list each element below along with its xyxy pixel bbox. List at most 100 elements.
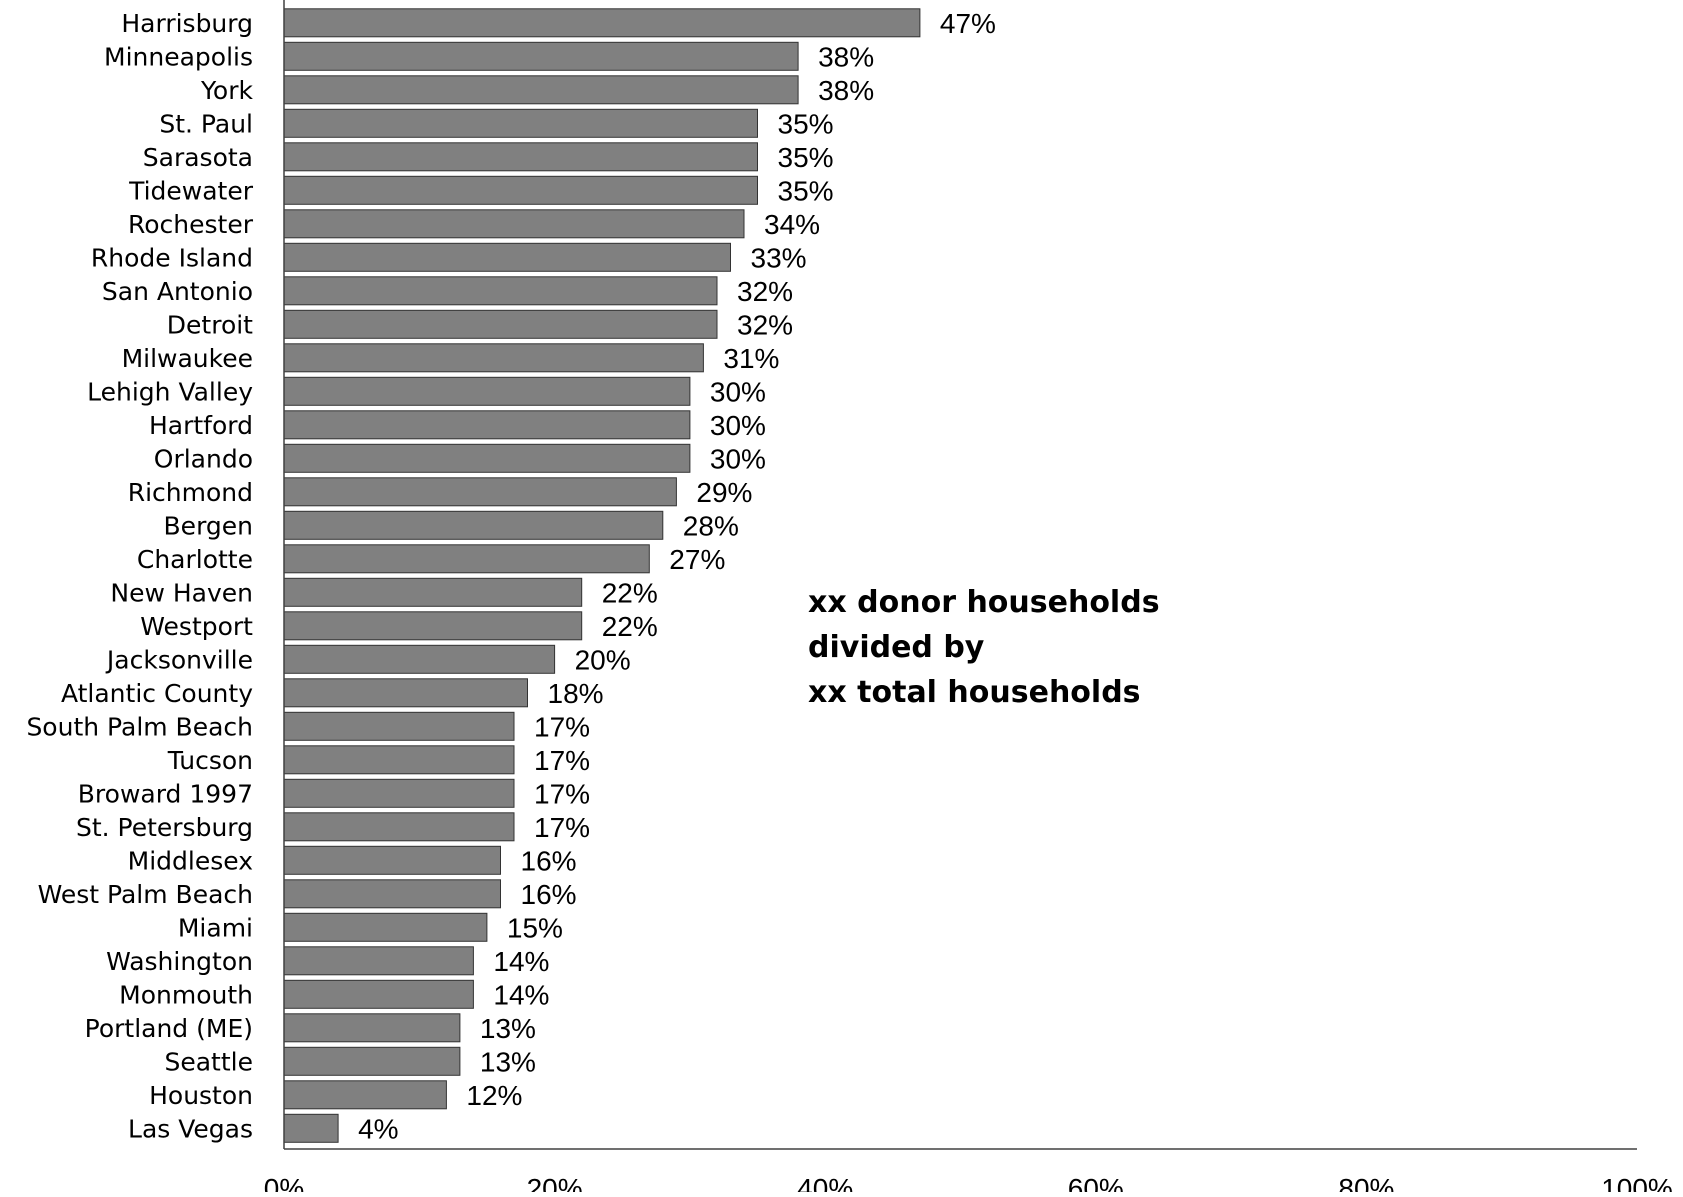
bar (283, 1013, 461, 1043)
bar (283, 678, 528, 708)
category-label: St. Petersburg (76, 813, 253, 842)
bars-group (283, 8, 921, 1143)
value-label: 30% (710, 376, 766, 407)
category-label: Jacksonville (105, 645, 253, 674)
category-label: Middlesex (128, 846, 253, 875)
bar (283, 75, 799, 105)
value-label: 31% (723, 343, 779, 374)
bar (283, 276, 718, 306)
bar (283, 812, 515, 842)
category-label: Atlantic County (61, 679, 253, 708)
category-label: Milwaukee (122, 344, 253, 373)
bar (283, 410, 691, 440)
value-label: 17% (534, 745, 590, 776)
bar (283, 343, 704, 373)
category-label: Rochester (128, 210, 254, 239)
category-label: Harrisburg (121, 9, 253, 38)
bar (283, 879, 501, 909)
bar (283, 912, 488, 942)
value-label: 4% (358, 1113, 398, 1144)
category-label: York (200, 76, 254, 105)
value-label: 32% (737, 276, 793, 307)
category-label: Rhode Island (91, 243, 253, 272)
category-label: Richmond (128, 478, 253, 507)
value-label: 17% (534, 711, 590, 742)
category-label: Houston (149, 1081, 253, 1110)
bar (283, 443, 691, 473)
bar (283, 510, 664, 540)
bar (283, 1080, 447, 1110)
value-label: 17% (534, 812, 590, 843)
x-tick-label: 80% (1338, 1173, 1394, 1192)
bar (283, 644, 556, 674)
value-label: 47% (940, 8, 996, 39)
category-label: Lehigh Valley (87, 377, 253, 406)
value-label: 20% (575, 644, 631, 675)
category-label: Las Vegas (128, 1114, 253, 1143)
value-label: 35% (778, 108, 834, 139)
bar (283, 1046, 461, 1076)
bar (283, 745, 515, 775)
value-label: 13% (480, 1013, 536, 1044)
category-label: Seattle (164, 1047, 253, 1076)
category-label: Portland (ME) (85, 1014, 253, 1043)
category-label: South Palm Beach (26, 712, 253, 741)
x-tick-label: 20% (527, 1173, 583, 1192)
category-label: Washington (106, 947, 253, 976)
value-label: 16% (521, 845, 577, 876)
value-label: 15% (507, 912, 563, 943)
bar (283, 142, 758, 172)
value-label: 34% (764, 209, 820, 240)
value-label: 14% (493, 979, 549, 1010)
annotation-line-1: xx donor households (808, 585, 1160, 620)
bar (283, 376, 691, 406)
value-label: 12% (466, 1080, 522, 1111)
category-label: Hartford (149, 411, 253, 440)
category-label: Bergen (164, 511, 253, 540)
axes (283, 0, 1637, 1150)
value-label: 33% (751, 242, 807, 273)
bar (283, 8, 921, 38)
value-label: 35% (778, 175, 834, 206)
bar (283, 979, 474, 1009)
value-label: 13% (480, 1046, 536, 1077)
bar (283, 175, 758, 205)
annotation-line-3: xx total households (808, 675, 1141, 710)
bar (283, 477, 677, 507)
category-labels: Harrisburg Minneapolis York St. Paul Sarasot… (26, 9, 253, 1144)
bar (283, 544, 650, 574)
x-tick-labels: 0% 20% 40% 60% 80% 100% (264, 1173, 1673, 1197)
value-label: 32% (737, 309, 793, 340)
value-label: 27% (669, 544, 725, 575)
value-label: 18% (548, 678, 604, 709)
category-label: Westport (140, 612, 253, 641)
x-tick-label: 60% (1068, 1173, 1124, 1192)
value-label: 30% (710, 443, 766, 474)
bar (283, 611, 583, 641)
bar (283, 242, 731, 272)
value-label: 22% (602, 611, 658, 642)
x-tick-label: 40% (797, 1173, 853, 1192)
value-label: 28% (683, 510, 739, 541)
category-label: Miami (178, 913, 253, 942)
category-label: Tucson (167, 746, 253, 775)
category-label: San Antonio (102, 277, 253, 306)
bar (283, 577, 583, 607)
bar (283, 711, 515, 741)
value-label: 29% (696, 477, 752, 508)
x-tick-label: 100% (1601, 1173, 1673, 1192)
category-label: Orlando (154, 444, 253, 473)
bar (283, 309, 718, 339)
value-label: 14% (493, 946, 549, 977)
bar (283, 946, 474, 976)
value-label: 35% (778, 142, 834, 173)
category-label: Detroit (167, 310, 253, 339)
bar (283, 41, 799, 71)
category-label: St. Paul (159, 109, 253, 138)
x-tick-label: 0% (264, 1173, 304, 1192)
value-label: 22% (602, 577, 658, 608)
category-label: West Palm Beach (38, 880, 253, 909)
bar (283, 209, 745, 239)
bar (283, 845, 501, 875)
